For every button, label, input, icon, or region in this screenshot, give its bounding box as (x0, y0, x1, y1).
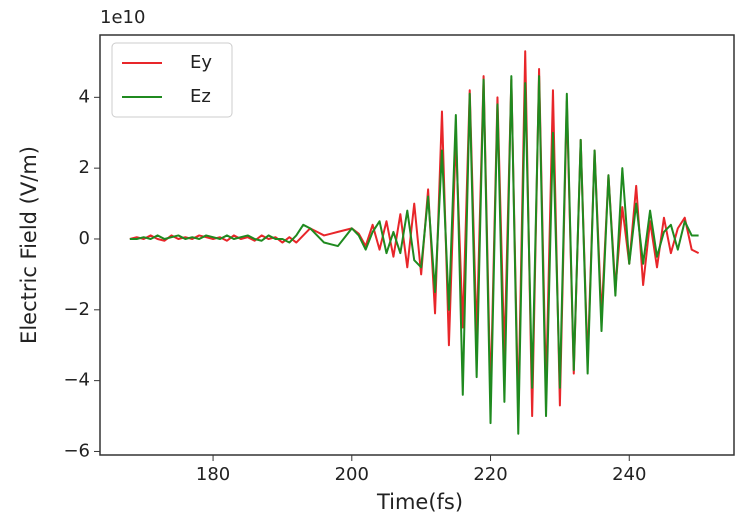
y-axis-label: Electric Field (V/m) (17, 146, 41, 344)
y-tick-label: 2 (79, 157, 90, 178)
y-tick-label: 4 (79, 86, 90, 107)
legend-box (111, 42, 233, 118)
series-line (129, 75, 699, 435)
x-tick-label: 200 (335, 464, 369, 485)
y-tick-label: −2 (63, 299, 90, 320)
x-axis-label: Time(fs) (376, 490, 463, 514)
legend-label: Ez (190, 86, 211, 107)
legend-label: Ey (190, 52, 212, 73)
y-tick-label: −6 (63, 440, 90, 461)
x-tick-label: 220 (473, 464, 507, 485)
y-tick-label: 0 (79, 228, 90, 249)
x-tick-label: 180 (196, 464, 230, 485)
y-offset-label: 1e10 (100, 7, 145, 28)
plot-frame (99, 34, 735, 456)
y-tick-label: −4 (63, 370, 90, 391)
x-tick-label: 240 (612, 464, 646, 485)
